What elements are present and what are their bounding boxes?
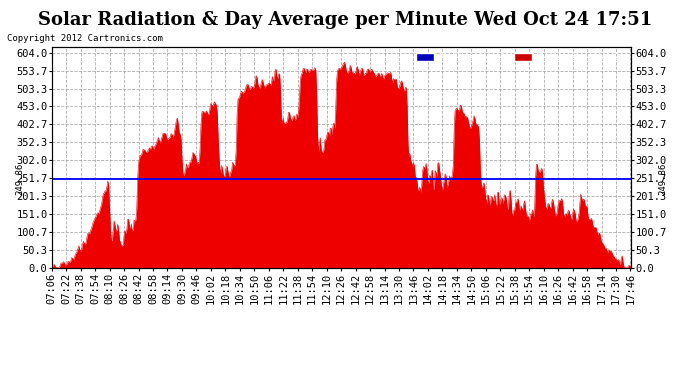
Text: Solar Radiation & Day Average per Minute Wed Oct 24 17:51: Solar Radiation & Day Average per Minute… <box>38 11 652 29</box>
Legend: Median (w/m2), Radiation (w/m2): Median (w/m2), Radiation (w/m2) <box>414 51 627 64</box>
Text: 249.86: 249.86 <box>659 163 668 195</box>
Text: 249.86: 249.86 <box>15 163 24 195</box>
Text: Copyright 2012 Cartronics.com: Copyright 2012 Cartronics.com <box>7 34 163 43</box>
